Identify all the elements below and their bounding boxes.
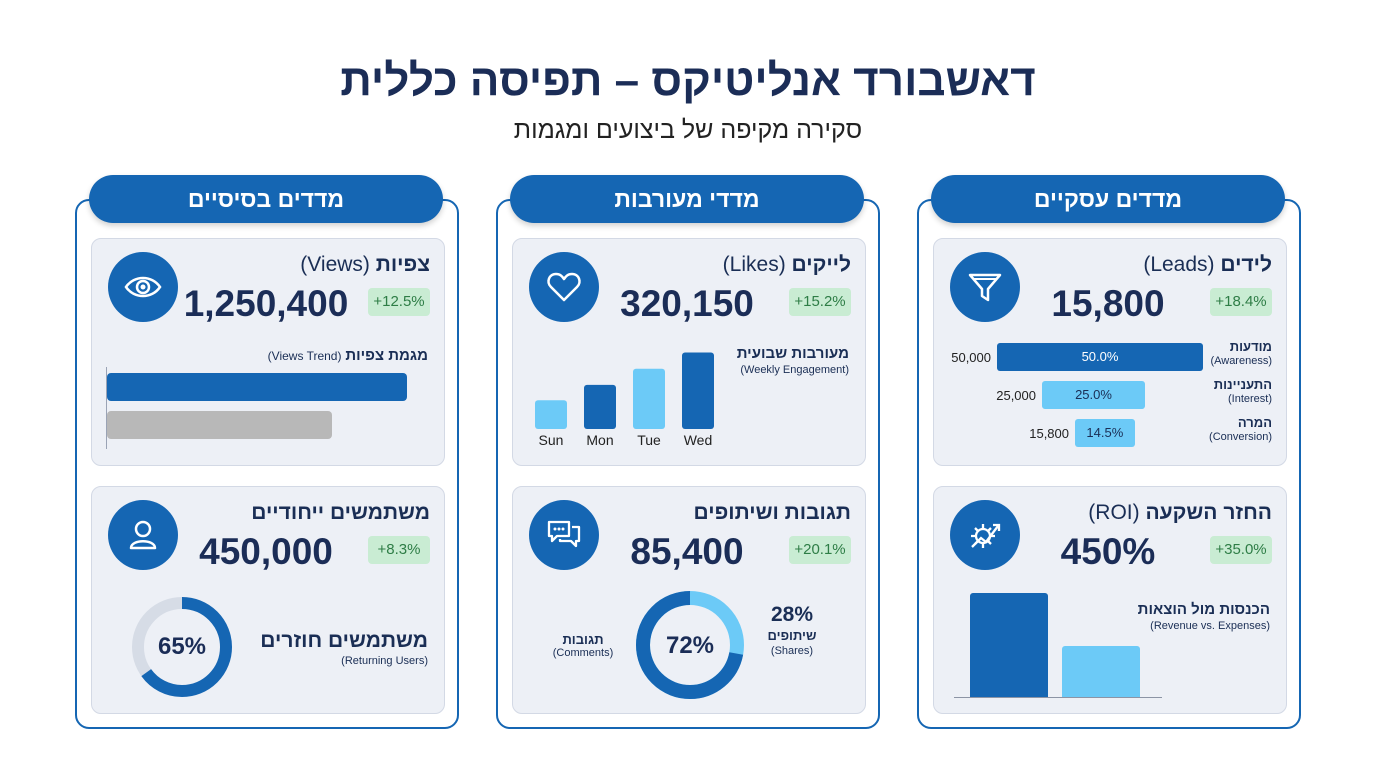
business-metrics-panel: לידים (Leads) 15,800 +18.4% 50.0% 50,000 מ… bbox=[917, 199, 1301, 729]
funnel-bar-3: 14.5% bbox=[1075, 419, 1135, 447]
comments-shares-card: תגובות ושיתופים 85,400 +20.1% 72% תגובות… bbox=[512, 486, 866, 714]
likes-title: לייקים (Likes) bbox=[722, 253, 851, 276]
unique-users-card: משתמשים ייחודיים 450,000 +8.3% 65% משתמש… bbox=[91, 486, 445, 714]
comments-shares-change-badge: +20.1% bbox=[789, 536, 851, 564]
comments-label: תגובות (Comments) bbox=[552, 632, 614, 659]
views-trend-bar-current bbox=[107, 373, 407, 401]
comments-shares-donut bbox=[636, 591, 744, 699]
unique-users-title: משתמשים ייחודיים bbox=[251, 501, 430, 524]
eye-icon bbox=[108, 252, 178, 322]
comments-shares-value: 85,400 bbox=[630, 531, 744, 572]
views-title: צפיות (Views) bbox=[300, 253, 430, 276]
views-card: צפיות (Views) 1,250,400 +12.5% מגמת צפיו… bbox=[91, 238, 445, 466]
weekly-tick-label: Wed bbox=[684, 432, 713, 448]
weekly-bar-tue bbox=[633, 368, 665, 429]
funnel-icon bbox=[950, 252, 1020, 322]
engagement-metrics-header: מדדי מעורבות bbox=[510, 175, 864, 223]
heart-icon bbox=[529, 252, 599, 322]
funnel-value: 25,000 bbox=[996, 388, 1036, 403]
unique-users-change-badge: +8.3% bbox=[368, 536, 430, 564]
roi-change-badge: +35.0% bbox=[1210, 536, 1272, 564]
funnel-stage-label: התעניינות (Interest) bbox=[1213, 377, 1272, 405]
views-trend-label: מגמת צפיות (Views Trend) bbox=[267, 347, 428, 364]
leads-change-badge: +18.4% bbox=[1210, 288, 1272, 316]
engagement-metrics-panel: לייקים (Likes) 320,150 +15.2% מעורבות שב… bbox=[496, 199, 880, 729]
page-subtitle: סקירה מקיפה של ביצועים ומגמות bbox=[513, 116, 863, 144]
views-change-badge: +12.5% bbox=[368, 288, 430, 316]
funnel-value: 15,800 bbox=[1029, 426, 1069, 441]
funnel-value: 50,000 bbox=[951, 350, 991, 365]
funnel-stage-label: המרה (Conversion) bbox=[1209, 415, 1272, 443]
weekly-bar-mon bbox=[584, 384, 616, 429]
gear-growth-icon bbox=[950, 500, 1020, 570]
views-trend-axis bbox=[106, 367, 107, 449]
basic-metrics-panel: צפיות (Views) 1,250,400 +12.5% מגמת צפיו… bbox=[75, 199, 459, 729]
user-icon bbox=[108, 500, 178, 570]
roi-title: החזר השקעה (ROI) bbox=[1088, 501, 1272, 524]
weekly-tick-label: Tue bbox=[637, 432, 661, 448]
likes-card: לייקים (Likes) 320,150 +15.2% מעורבות שב… bbox=[512, 238, 866, 466]
comments-percent: 72% bbox=[665, 632, 715, 659]
views-value: 1,250,400 bbox=[183, 283, 349, 324]
revenue-bar bbox=[970, 593, 1048, 697]
views-trend-bar-previous bbox=[107, 411, 332, 439]
funnel-bar-2: 25.0% bbox=[1042, 381, 1145, 409]
roi-card: החזר השקעה (ROI) 450% +35.0% הכנסות מול … bbox=[933, 486, 1287, 714]
expenses-bar bbox=[1062, 646, 1140, 697]
revenue-expenses-baseline bbox=[954, 697, 1162, 698]
shares-label: 28% שיתופים (Shares) bbox=[767, 603, 817, 657]
basic-metrics-header: מדדים בסיסיים bbox=[89, 175, 443, 223]
leads-value: 15,800 bbox=[1051, 283, 1165, 324]
weekly-engagement-label: מעורבות שבועית (Weekly Engagement) bbox=[736, 345, 849, 376]
page-title: דאשבורד אנליטיקס – תפיסה כללית bbox=[340, 56, 1036, 105]
returning-users-label: משתמשים חוזרים (Returning Users) bbox=[260, 629, 428, 667]
funnel-stage-label: מודעות (Awareness) bbox=[1210, 339, 1272, 367]
revenue-expenses-label: הכנסות מול הוצאות (Revenue vs. Expenses) bbox=[1137, 601, 1270, 632]
comments-shares-title: תגובות ושיתופים bbox=[693, 501, 851, 524]
weekly-bar-sun bbox=[535, 400, 567, 429]
weekly-tick-label: Mon bbox=[586, 432, 613, 448]
leads-card: לידים (Leads) 15,800 +18.4% 50.0% 50,000 מ… bbox=[933, 238, 1287, 466]
roi-value: 450% bbox=[1060, 531, 1156, 572]
unique-users-value: 450,000 bbox=[199, 531, 333, 572]
weekly-engagement-chart: Sun Mon Tue Wed bbox=[535, 352, 714, 448]
returning-users-donut bbox=[132, 597, 232, 697]
likes-change-badge: +15.2% bbox=[789, 288, 851, 316]
likes-value: 320,150 bbox=[620, 283, 754, 324]
chat-bubbles-icon bbox=[529, 500, 599, 570]
weekly-bar-wed bbox=[682, 352, 714, 429]
leads-title: לידים (Leads) bbox=[1143, 253, 1272, 276]
returning-users-percent: 65% bbox=[157, 633, 207, 660]
weekly-tick-label: Sun bbox=[539, 432, 564, 448]
business-metrics-header: מדדים עסקיים bbox=[931, 175, 1285, 223]
funnel-bar-1: 50.0% bbox=[997, 343, 1203, 371]
